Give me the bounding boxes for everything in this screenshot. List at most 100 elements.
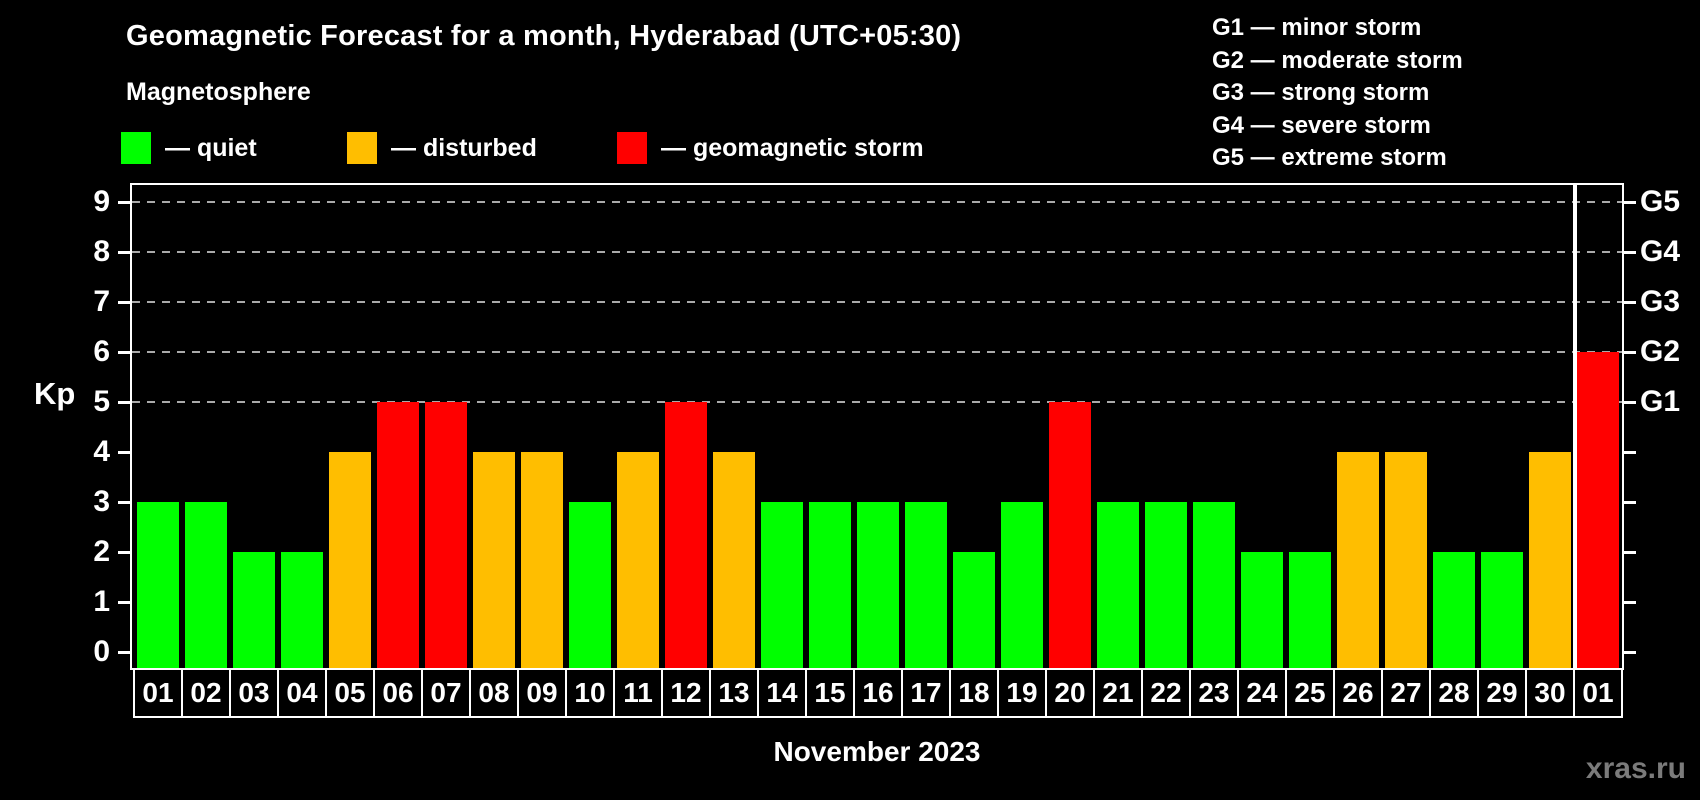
y-tick-right-4 (1624, 451, 1636, 454)
x-label-box-day-27: 27 (1381, 668, 1431, 718)
bar-day-04 (281, 552, 323, 668)
bar-day-03 (233, 552, 275, 668)
g-scale-legend: G1 — minor storm G2 — moderate storm G3 … (1212, 12, 1463, 175)
y-tick-right-8 (1624, 251, 1636, 254)
bar-day-17 (905, 502, 947, 668)
x-label-box-day-19: 19 (997, 668, 1047, 718)
legend-label-disturbed: — disturbed (391, 133, 537, 162)
y-tick-label-1: 1 (93, 585, 110, 618)
bar-day-15 (809, 502, 851, 668)
y-tick-right-5 (1624, 401, 1636, 404)
legend-label-quiet: — quiet (165, 133, 257, 162)
legend-label-storm: — geomagnetic storm (661, 133, 924, 162)
bar-day-09 (521, 452, 563, 668)
x-label-box-day-07: 07 (421, 668, 471, 718)
gridline-kp-6 (132, 351, 1622, 353)
y-tick-label-6: 6 (93, 335, 110, 368)
x-label-box-day-15: 15 (805, 668, 855, 718)
y-tick-left-0 (118, 651, 130, 654)
y-tick-right-6 (1624, 351, 1636, 354)
bar-day-02 (185, 502, 227, 668)
gridline-kp-7 (132, 301, 1622, 303)
y-tick-left-1 (118, 601, 130, 604)
y-tick-label-8: 8 (93, 235, 110, 268)
bar-day-21 (1097, 502, 1139, 668)
x-label-box-day-10: 10 (565, 668, 615, 718)
page-title: Geomagnetic Forecast for a month, Hydera… (126, 20, 962, 52)
right-axis-label-g2: G2 (1640, 335, 1681, 368)
right-axis-label-g4: G4 (1640, 235, 1681, 268)
bar-day-23 (1193, 502, 1235, 668)
g4-legend-line: G4 — severe storm (1212, 111, 1431, 139)
bar-day-08 (473, 452, 515, 668)
y-axis-title: Kp (34, 376, 76, 411)
x-label-box-day-04: 04 (277, 668, 327, 718)
x-label-box-day-24: 24 (1237, 668, 1287, 718)
legend-item-quiet: — quiet (121, 131, 257, 165)
x-label-box-day-16: 16 (853, 668, 903, 718)
x-label-box-day-08: 08 (469, 668, 519, 718)
bar-day-22 (1145, 502, 1187, 668)
magnetosphere-subtitle: Magnetosphere (126, 78, 311, 106)
bar-day-26 (1337, 452, 1379, 668)
y-tick-label-3: 3 (93, 485, 110, 518)
x-label-box-day-01-next-month: 01 (1573, 668, 1623, 718)
legend-item-disturbed: — disturbed (347, 131, 537, 165)
bar-day-14 (761, 502, 803, 668)
y-tick-right-7 (1624, 301, 1636, 304)
bar-day-13 (713, 452, 755, 668)
g1-legend-line: G1 — minor storm (1212, 14, 1422, 41)
x-label-box-day-29: 29 (1477, 668, 1527, 718)
x-label-box-day-02: 02 (181, 668, 231, 718)
x-label-box-day-05: 05 (325, 668, 375, 718)
bar-day-05 (329, 452, 371, 668)
y-tick-left-9 (118, 201, 130, 204)
x-label-box-day-17: 17 (901, 668, 951, 718)
y-tick-label-4: 4 (93, 435, 110, 468)
bar-day-07 (425, 402, 467, 668)
bar-day-19 (1001, 502, 1043, 668)
x-label-box-day-30: 30 (1525, 668, 1575, 718)
y-tick-left-5 (118, 401, 130, 404)
y-tick-right-3 (1624, 501, 1636, 504)
y-tick-label-5: 5 (93, 385, 110, 418)
y-tick-label-7: 7 (93, 285, 110, 318)
kp-bar-chart-plot-area (130, 183, 1624, 670)
bar-day-11 (617, 452, 659, 668)
y-tick-right-0 (1624, 651, 1636, 654)
bar-day-12 (665, 402, 707, 668)
x-label-box-day-12: 12 (661, 668, 711, 718)
right-axis-label-g3: G3 (1640, 285, 1681, 318)
x-label-box-day-09: 09 (517, 668, 567, 718)
gridline-kp-9 (132, 201, 1622, 203)
y-tick-label-2: 2 (93, 535, 110, 568)
gridline-kp-5 (132, 401, 1622, 403)
g2-legend-line: G2 — moderate storm (1212, 46, 1463, 74)
y-tick-label-9: 9 (93, 185, 110, 218)
g3-legend-line: G3 — strong storm (1212, 79, 1430, 106)
bar-day-25 (1289, 552, 1331, 668)
y-tick-left-3 (118, 501, 130, 504)
x-label-box-day-26: 26 (1333, 668, 1383, 718)
x-label-box-day-22: 22 (1141, 668, 1191, 718)
bar-day-01 (137, 502, 179, 668)
bar-day-27 (1385, 452, 1427, 668)
x-label-box-day-20: 20 (1045, 668, 1095, 718)
y-tick-left-4 (118, 451, 130, 454)
watermark: xras.ru (1585, 752, 1686, 785)
x-label-box-day-06: 06 (373, 668, 423, 718)
bar-day-10 (569, 502, 611, 668)
x-label-box-day-13: 13 (709, 668, 759, 718)
bar-day-28 (1433, 552, 1475, 668)
month-separator-line (1573, 185, 1577, 668)
bar-day-01-next-month (1577, 352, 1619, 668)
bar-day-20 (1049, 402, 1091, 668)
x-label-box-day-23: 23 (1189, 668, 1239, 718)
x-axis-title: November 2023 (773, 736, 981, 767)
x-label-box-day-03: 03 (229, 668, 279, 718)
x-label-box-day-14: 14 (757, 668, 807, 718)
y-tick-right-9 (1624, 201, 1636, 204)
y-tick-left-6 (118, 351, 130, 354)
bar-day-16 (857, 502, 899, 668)
